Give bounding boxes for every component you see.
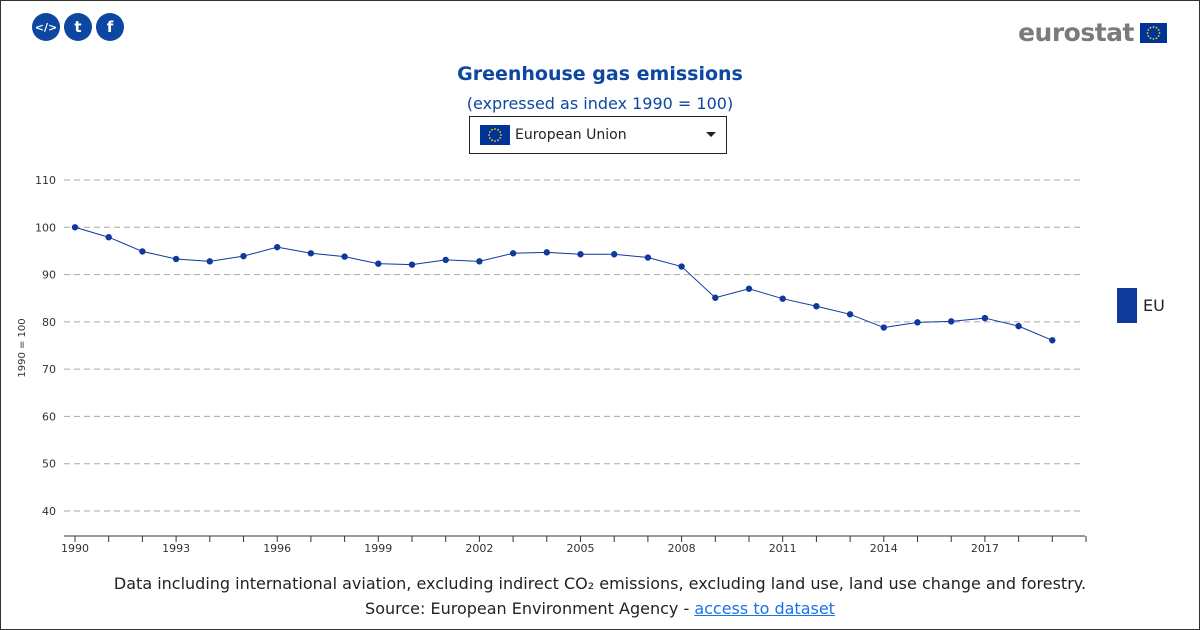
data-point <box>274 243 281 251</box>
facebook-icon[interactable]: f <box>96 13 124 41</box>
x-tick-label: 2014 <box>870 542 898 555</box>
y-tick-label: 60 <box>42 410 56 423</box>
data-point <box>611 251 618 258</box>
chart-title: Greenhouse gas emissions <box>457 63 743 85</box>
legend-swatch <box>1117 288 1137 323</box>
data-point <box>206 258 213 265</box>
y-tick-label: 90 <box>42 269 56 282</box>
x-tick-label: 2005 <box>567 542 595 555</box>
data-point <box>644 254 652 261</box>
x-tick-label: 2017 <box>971 542 999 555</box>
eu-flag-icon <box>480 125 510 145</box>
data-point <box>813 303 820 310</box>
eurostat-logo: eurostat <box>1018 18 1167 47</box>
data-point <box>240 252 247 260</box>
country-select-value: European Union <box>515 127 627 143</box>
series-line-eu <box>74 226 1053 341</box>
data-point <box>375 260 382 267</box>
chevron-down-icon <box>706 132 716 137</box>
data-point <box>442 256 449 264</box>
data-point <box>476 258 483 265</box>
data-point <box>981 314 989 322</box>
data-point <box>678 263 685 270</box>
embed-icon[interactable]: </> <box>32 13 60 41</box>
data-point <box>71 224 79 231</box>
country-select[interactable]: European Union <box>469 116 727 154</box>
logo-text: eurostat <box>1018 18 1134 47</box>
x-tick-label: 2002 <box>465 542 493 555</box>
source-line: Source: European Environment Agency - ac… <box>0 599 1200 618</box>
data-point <box>509 250 517 257</box>
data-point <box>712 294 719 301</box>
y-tick-label: 40 <box>42 505 56 518</box>
data-point <box>1049 337 1056 344</box>
source-prefix: Source: European Environment Agency - <box>365 599 695 618</box>
data-point <box>139 248 146 255</box>
y-tick-label: 110 <box>35 174 56 187</box>
y-axis-label: 1990 = 100 <box>17 318 28 377</box>
data-point <box>172 255 180 263</box>
x-tick-label: 1996 <box>263 542 291 555</box>
data-point <box>880 324 887 331</box>
data-point <box>577 251 584 258</box>
data-point <box>745 285 753 292</box>
x-tick-label: 2008 <box>668 542 696 555</box>
twitter-icon[interactable]: t <box>64 13 92 41</box>
x-tick-label: 1990 <box>61 542 89 555</box>
x-tick-label: 1999 <box>364 542 392 555</box>
dataset-link[interactable]: access to dataset <box>694 599 835 618</box>
y-tick-label: 50 <box>42 458 56 471</box>
y-tick-label: 100 <box>35 221 56 234</box>
footnote: Data including international aviation, e… <box>113 574 1087 593</box>
data-point <box>779 295 786 302</box>
legend[interactable]: EU <box>1117 288 1165 323</box>
data-point <box>914 319 921 326</box>
data-point <box>341 253 348 260</box>
data-point <box>105 234 112 241</box>
x-tick-label: 2011 <box>769 542 797 555</box>
data-point <box>1015 322 1022 330</box>
data-point <box>543 249 550 256</box>
chart-subtitle: (expressed as index 1990 = 100) <box>466 94 734 113</box>
y-tick-label: 70 <box>42 363 56 376</box>
legend-label: EU <box>1143 296 1165 315</box>
data-point <box>408 261 416 268</box>
y-tick-label: 80 <box>42 316 56 329</box>
data-point <box>846 311 854 318</box>
share-bar: </> t f <box>32 13 124 41</box>
x-tick-label: 1993 <box>162 542 190 555</box>
data-point <box>948 318 955 325</box>
eu-flag-icon <box>1140 22 1167 43</box>
data-point <box>307 250 315 257</box>
